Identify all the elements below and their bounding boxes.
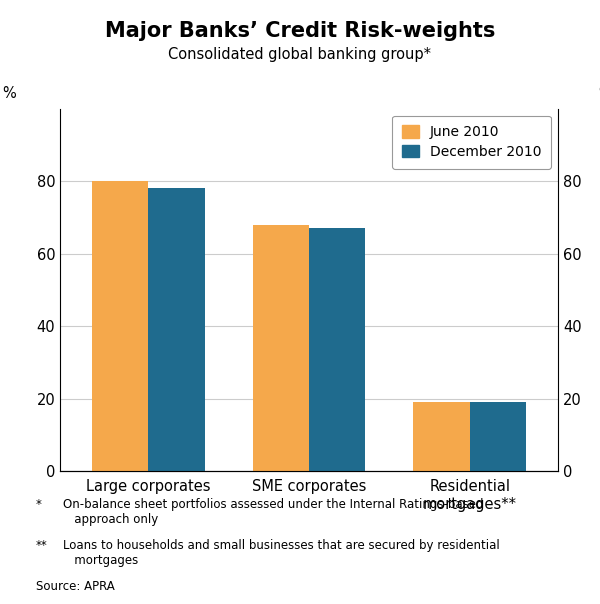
- Text: *: *: [36, 498, 42, 512]
- Text: %: %: [598, 86, 600, 101]
- Text: Major Banks’ Credit Risk-weights: Major Banks’ Credit Risk-weights: [105, 21, 495, 41]
- Text: On-balance sheet portfolios assessed under the Internal Ratings-based
   approac: On-balance sheet portfolios assessed und…: [63, 498, 484, 526]
- Text: %: %: [3, 86, 16, 101]
- Text: Consolidated global banking group*: Consolidated global banking group*: [169, 47, 431, 62]
- Bar: [413, 402, 470, 471]
- Bar: [148, 188, 205, 471]
- Text: Loans to households and small businesses that are secured by residential
   mort: Loans to households and small businesses…: [63, 539, 500, 567]
- Legend: June 2010, December 2010: June 2010, December 2010: [392, 115, 551, 169]
- Bar: [309, 228, 365, 471]
- Bar: [253, 225, 309, 471]
- Bar: [92, 181, 148, 471]
- Text: **: **: [36, 539, 48, 553]
- Text: Source: APRA: Source: APRA: [36, 580, 115, 594]
- Bar: [470, 402, 526, 471]
